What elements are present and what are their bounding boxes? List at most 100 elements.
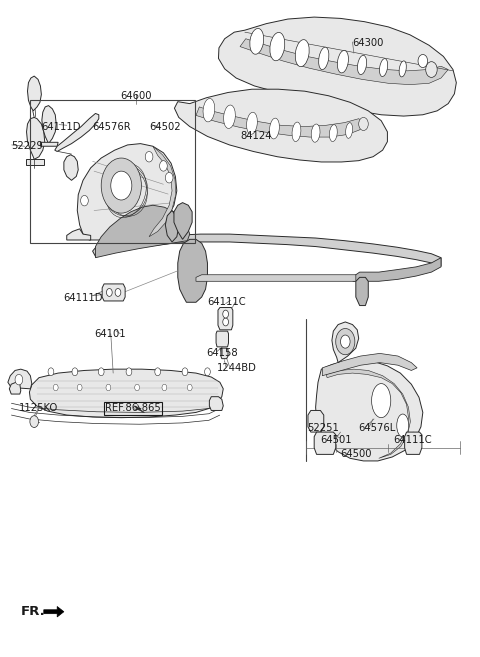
Ellipse shape [311,124,320,142]
Polygon shape [26,118,45,160]
Circle shape [98,368,104,376]
Polygon shape [102,284,125,301]
Polygon shape [218,17,456,116]
Circle shape [53,384,58,391]
Circle shape [359,118,368,131]
Ellipse shape [380,58,388,76]
Circle shape [162,384,167,391]
Circle shape [182,368,188,376]
Polygon shape [25,160,44,165]
Polygon shape [93,234,441,266]
Ellipse shape [247,112,257,134]
Polygon shape [332,322,359,363]
Text: 84124: 84124 [240,131,272,141]
Polygon shape [67,229,91,240]
Polygon shape [314,432,336,455]
Polygon shape [240,39,448,85]
Polygon shape [40,143,58,147]
Ellipse shape [372,384,391,418]
Polygon shape [29,369,223,418]
Polygon shape [356,277,368,306]
Text: 64500: 64500 [340,449,372,459]
Circle shape [165,173,173,183]
Text: 1125KO: 1125KO [19,403,58,413]
Polygon shape [178,239,207,302]
Polygon shape [326,369,410,459]
Polygon shape [44,606,64,617]
Circle shape [72,368,78,376]
Text: 64111C: 64111C [207,297,246,307]
Circle shape [426,62,437,78]
Polygon shape [196,275,356,281]
Text: 52251: 52251 [307,423,339,433]
Ellipse shape [224,105,235,128]
Text: 64111D: 64111D [63,292,102,303]
Circle shape [30,416,38,428]
Polygon shape [323,353,417,376]
Text: 64576L: 64576L [359,423,396,433]
Polygon shape [96,205,190,258]
Circle shape [77,384,82,391]
Ellipse shape [346,123,353,138]
Polygon shape [209,397,223,411]
Circle shape [223,310,228,318]
Polygon shape [316,360,423,461]
Ellipse shape [399,61,406,77]
Polygon shape [149,147,176,237]
Polygon shape [405,432,422,455]
Text: 1244BD: 1244BD [217,363,257,373]
Text: 64576R: 64576R [93,122,131,131]
Circle shape [81,195,88,206]
Ellipse shape [319,47,329,70]
Polygon shape [27,76,41,111]
Ellipse shape [358,55,367,74]
Ellipse shape [270,118,279,139]
Circle shape [187,384,192,391]
Text: 64300: 64300 [352,38,384,49]
Text: 64502: 64502 [149,122,180,131]
Polygon shape [77,144,177,240]
Text: 64501: 64501 [321,435,352,445]
Circle shape [145,152,153,162]
Circle shape [115,288,121,296]
Text: REF.86-865: REF.86-865 [105,403,161,413]
Circle shape [101,158,142,213]
Polygon shape [353,258,441,281]
Polygon shape [165,210,179,242]
Ellipse shape [329,125,337,141]
Polygon shape [55,114,99,152]
Text: 64101: 64101 [94,328,126,339]
Ellipse shape [337,51,348,73]
Circle shape [159,161,167,171]
Polygon shape [9,382,21,394]
Ellipse shape [295,39,309,66]
Ellipse shape [270,32,285,60]
Circle shape [126,368,132,376]
Text: 64158: 64158 [206,348,238,359]
Text: 64600: 64600 [120,91,152,101]
Circle shape [204,368,210,376]
Text: 64111D: 64111D [41,122,81,131]
Polygon shape [174,89,387,162]
Polygon shape [216,331,228,347]
Circle shape [336,328,355,355]
Circle shape [135,384,140,391]
Circle shape [155,368,160,376]
Circle shape [48,368,54,376]
Circle shape [15,374,23,385]
Polygon shape [196,107,365,137]
Ellipse shape [292,122,301,141]
Text: 64111C: 64111C [393,435,432,445]
Text: 52229: 52229 [11,141,43,151]
Polygon shape [308,411,324,432]
Polygon shape [8,369,32,389]
Ellipse shape [397,414,408,437]
Text: FR.: FR. [21,605,46,618]
Circle shape [418,55,428,68]
Polygon shape [221,348,228,359]
Circle shape [111,171,132,200]
Bar [30,101,195,243]
Circle shape [340,335,350,348]
Ellipse shape [203,99,215,122]
Circle shape [107,288,112,296]
